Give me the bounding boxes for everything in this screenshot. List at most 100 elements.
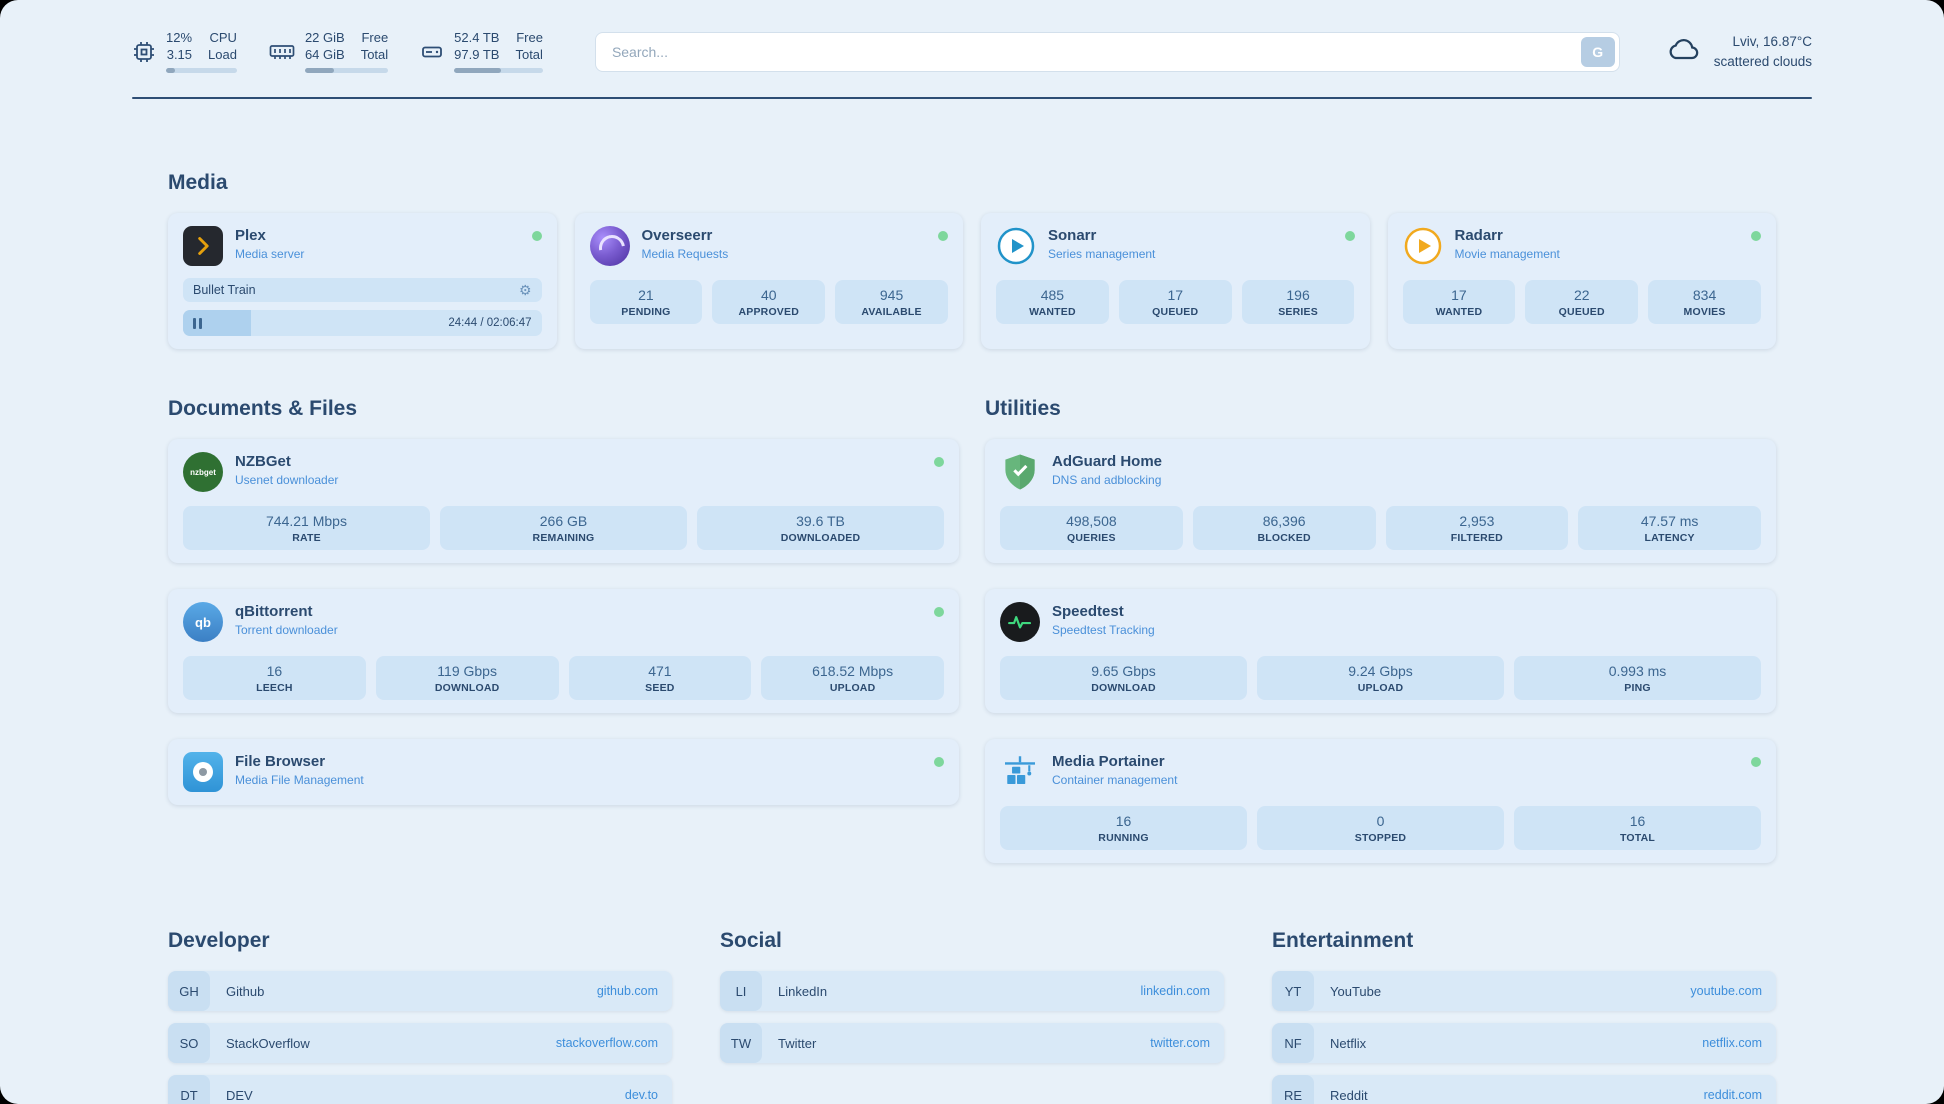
service-card-radarr: Radarr Movie management 17 WANTED 22 QUE… <box>1387 213 1776 349</box>
disk-progress-bar <box>454 68 543 73</box>
stat-box: 498,508 QUERIES <box>1000 506 1183 550</box>
bookmark-group-title: Entertainment <box>1272 929 1414 952</box>
section-title-documents: Documents & Files <box>168 397 358 420</box>
bookmark-group-social: Social LI LinkedIn linkedin.com TW Twitt… <box>720 929 1224 1104</box>
stat-box: 39.6 TB DOWNLOADED <box>697 506 944 550</box>
bookmark-abbr: YT <box>1272 971 1314 1011</box>
documents-column: Documents & Files nzbget NZBGet Usenet d… <box>168 397 959 805</box>
stat-box: 945 AVAILABLE <box>835 280 948 324</box>
cpu-load-label: Load <box>208 47 237 62</box>
status-dot <box>1751 231 1761 241</box>
bookmark-youtube[interactable]: YT YouTube youtube.com <box>1272 971 1776 1011</box>
service-link-nzbget[interactable]: nzbget NZBGet Usenet downloader <box>183 452 944 492</box>
search-provider-button[interactable]: G <box>1580 36 1615 67</box>
service-link-sonarr[interactable]: Sonarr Series management <box>996 226 1355 266</box>
service-subtitle: DNS and adblocking <box>1052 473 1162 487</box>
service-subtitle: Movie management <box>1454 247 1560 261</box>
stat-box: 119 Gbps DOWNLOAD <box>375 656 559 700</box>
service-card-filebrowser: File Browser Media File Management <box>168 739 959 805</box>
status-dot <box>934 607 944 617</box>
status-dot <box>938 231 948 241</box>
stat-box: 618.52 Mbps UPLOAD <box>761 656 944 700</box>
bookmark-abbr: SO <box>168 1023 210 1063</box>
bookmark-abbr: LI <box>720 971 762 1011</box>
service-link-qbittorrent[interactable]: qb qBittorrent Torrent downloader <box>183 602 944 642</box>
plex-icon <box>183 226 223 266</box>
utilities-column: Utilities AdGuard Home DNS and adblockin… <box>985 397 1776 863</box>
disk-total-label: Total <box>515 47 543 62</box>
bookmark-netflix[interactable]: NF Netflix netflix.com <box>1272 1023 1776 1063</box>
bookmark-dev[interactable]: DT DEV dev.to <box>168 1075 672 1104</box>
bookmark-reddit[interactable]: RE Reddit reddit.com <box>1272 1075 1776 1104</box>
section-title-media: Media <box>168 171 228 194</box>
pause-icon[interactable] <box>193 317 202 329</box>
stat-box: 17 WANTED <box>1402 280 1516 324</box>
service-card-portainer: Media Portainer Container management 16 … <box>985 739 1776 863</box>
settings-gear-icon[interactable]: ⚙ <box>518 282 532 298</box>
stat-box: 744.21 Mbps RATE <box>183 506 430 550</box>
bookmark-url: youtube.com <box>1690 984 1762 998</box>
weather-widget: Lviv, 16.87°C scattered clouds <box>1666 32 1812 71</box>
service-card-sonarr: Sonarr Series management 485 WANTED 17 Q… <box>981 213 1370 349</box>
service-subtitle: Media Requests <box>641 247 729 261</box>
status-dot <box>1751 757 1761 767</box>
bookmark-linkedin[interactable]: LI LinkedIn linkedin.com <box>720 971 1224 1011</box>
stat-box: 21 PENDING <box>589 280 703 324</box>
service-name: Speedtest <box>1052 603 1124 620</box>
stat-box: 16 TOTAL <box>1514 806 1761 850</box>
bookmark-abbr: DT <box>168 1075 210 1104</box>
service-name: Plex <box>235 227 266 244</box>
service-name: Sonarr <box>1048 227 1097 244</box>
stat-box: 16 RUNNING <box>1000 806 1247 850</box>
bookmark-url: netflix.com <box>1702 1036 1762 1050</box>
service-link-speedtest[interactable]: Speedtest Speedtest Tracking <box>1000 602 1761 642</box>
qbittorrent-icon: qb <box>183 602 223 642</box>
bookmark-twitter[interactable]: TW Twitter twitter.com <box>720 1023 1224 1063</box>
memory-free-label: Free <box>361 30 389 45</box>
service-link-adguard[interactable]: AdGuard Home DNS and adblocking <box>1000 452 1761 492</box>
cpu-load-value: 3.15 <box>166 47 193 62</box>
service-subtitle: Media server <box>235 247 305 261</box>
status-dot <box>531 231 542 241</box>
memory-free-value: 22 GiB <box>304 30 345 45</box>
bookmark-url: dev.to <box>624 1088 658 1102</box>
service-card-adguard: AdGuard Home DNS and adblocking 498,508 … <box>985 439 1776 563</box>
memory-progress-bar <box>304 68 389 73</box>
service-name: qBittorrent <box>235 603 313 620</box>
stat-box: 16 LEECH <box>183 656 366 700</box>
bookmark-stackoverflow[interactable]: SO StackOverflow stackoverflow.com <box>168 1023 672 1063</box>
service-name: Media Portainer <box>1052 753 1165 770</box>
cpu-label: CPU <box>209 30 237 45</box>
service-link-radarr[interactable]: Radarr Movie management <box>1403 226 1761 266</box>
overseerr-icon <box>589 226 630 266</box>
bookmark-abbr: TW <box>720 1023 762 1063</box>
service-name: Radarr <box>1454 227 1503 244</box>
stat-box: 0 STOPPED <box>1257 806 1504 850</box>
service-card-overseerr: Overseerr Media Requests 21 PENDING 40 A… <box>574 213 963 349</box>
bookmark-name: StackOverflow <box>226 1035 310 1051</box>
bookmark-github[interactable]: GH Github github.com <box>168 971 672 1011</box>
service-link-plex[interactable]: Plex Media server <box>183 226 542 266</box>
memory-total-label: Total <box>360 47 389 62</box>
system-monitors: 12% CPU 3.15 Load 22 GiB Free 64 <box>132 30 543 73</box>
sonarr-icon <box>996 226 1036 266</box>
bookmark-group-title: Developer <box>168 929 270 952</box>
disk-free-value: 52.4 TB <box>454 30 500 45</box>
bookmark-name: Twitter <box>778 1035 817 1051</box>
service-subtitle: Speedtest Tracking <box>1052 623 1155 637</box>
stat-box: 17 QUEUED <box>1118 280 1232 324</box>
service-name: AdGuard Home <box>1052 453 1163 470</box>
service-link-filebrowser[interactable]: File Browser Media File Management <box>183 752 944 792</box>
plex-now-playing: Bullet Train ⚙ 24:44 / 02:06:47 <box>183 278 542 336</box>
portainer-icon <box>1000 752 1040 792</box>
stat-box: 485 WANTED <box>996 280 1109 324</box>
disk-widget: 52.4 TB Free 97.9 TB Total <box>420 30 543 73</box>
service-link-portainer[interactable]: Media Portainer Container management <box>1000 752 1761 792</box>
service-link-overseerr[interactable]: Overseerr Media Requests <box>589 226 948 266</box>
weather-condition: scattered clouds <box>1713 53 1812 69</box>
weather-location: Lviv, 16.87°C <box>1732 33 1812 49</box>
search-area: G <box>594 31 1620 72</box>
search-input[interactable] <box>594 31 1620 72</box>
service-card-plex: Plex Media server Bullet Train ⚙ 24:44 /… <box>168 213 557 349</box>
bookmark-url: stackoverflow.com <box>555 1036 658 1050</box>
